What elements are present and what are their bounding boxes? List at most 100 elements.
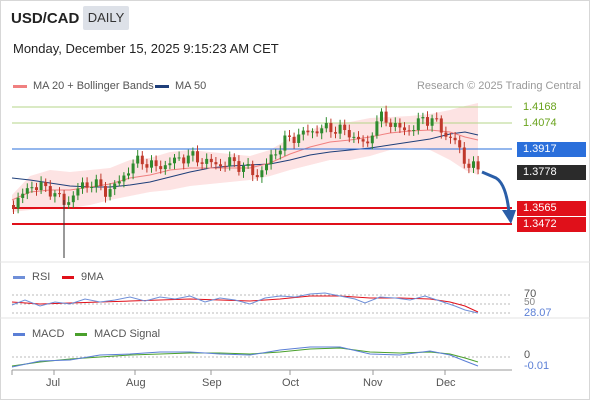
candle-body bbox=[278, 150, 282, 155]
x-label-aug: Aug bbox=[126, 377, 146, 389]
candle-body bbox=[81, 182, 84, 189]
candle-body bbox=[131, 163, 135, 174]
candle-body bbox=[76, 188, 80, 196]
level-label-4168: 1.4168 bbox=[523, 101, 557, 113]
candle-body bbox=[58, 193, 61, 195]
candle-body bbox=[265, 164, 268, 171]
macd-value-label: -0.01 bbox=[524, 360, 550, 372]
candle-body bbox=[260, 170, 264, 178]
candle-body bbox=[25, 188, 29, 194]
macd-zero-label: 0 bbox=[524, 349, 531, 361]
candle-body bbox=[421, 117, 425, 119]
candle-body bbox=[168, 163, 172, 166]
candle-body bbox=[140, 155, 144, 165]
candle-body bbox=[232, 157, 236, 162]
candle-body bbox=[338, 124, 342, 134]
candle-body bbox=[251, 164, 255, 176]
candle-body bbox=[191, 151, 195, 156]
candle-body bbox=[398, 123, 402, 128]
candle-body bbox=[347, 130, 351, 138]
candle-body bbox=[407, 130, 411, 132]
period-button[interactable]: DAILY bbox=[83, 6, 129, 30]
candle-body bbox=[416, 118, 420, 131]
candle-body bbox=[255, 175, 259, 178]
chart-header: USD/CAD DAILY bbox=[0, 0, 590, 36]
candle-body bbox=[449, 136, 452, 138]
candle-body bbox=[122, 175, 126, 182]
candle-body bbox=[186, 155, 190, 164]
x-label-jul: Jul bbox=[46, 377, 61, 389]
candle-body bbox=[439, 118, 443, 133]
candle-body bbox=[242, 165, 245, 172]
candle-body bbox=[104, 186, 107, 197]
candle-body bbox=[389, 122, 393, 127]
candle-body bbox=[366, 141, 370, 144]
candle-body bbox=[214, 162, 218, 165]
candle-body bbox=[228, 157, 232, 167]
legend-macd-signal-label: MACD Signal bbox=[94, 328, 161, 340]
candle-body bbox=[182, 157, 186, 164]
legend-bollinger-label: MA 20 + Bollinger Bands bbox=[33, 80, 154, 92]
candle-body bbox=[324, 122, 328, 129]
candle-body bbox=[108, 189, 112, 197]
candle-body bbox=[426, 117, 429, 126]
candle-body bbox=[136, 155, 140, 164]
legend-ma50[interactable]: MA 50 bbox=[155, 80, 206, 92]
rsi-level-70-label: 70 bbox=[524, 288, 537, 300]
candle-body bbox=[154, 160, 158, 167]
candle-body bbox=[352, 136, 356, 138]
candle-body bbox=[288, 135, 291, 137]
rsi-swatch-icon bbox=[13, 275, 25, 279]
datetime-label: Monday, December 15, 2025 9:15:23 AM CET bbox=[13, 41, 279, 56]
x-label-sep: Sep bbox=[202, 377, 222, 389]
legend-rsi-ma[interactable]: 9MA bbox=[62, 271, 104, 283]
candle-body bbox=[71, 195, 75, 203]
candle-body bbox=[205, 158, 209, 164]
legend-macd[interactable]: MACD bbox=[13, 328, 64, 340]
candle-body bbox=[21, 193, 25, 198]
rsi-value-label: 28.07 bbox=[524, 307, 552, 319]
level-label-4074: 1.4074 bbox=[523, 117, 557, 129]
symbol-title: USD/CAD bbox=[11, 10, 80, 27]
candle-body bbox=[173, 157, 176, 164]
candle-body bbox=[177, 157, 181, 159]
candle-body bbox=[320, 128, 324, 134]
candle-body bbox=[361, 139, 365, 142]
candle-body bbox=[99, 179, 103, 187]
candle-body bbox=[467, 163, 471, 168]
candle-body bbox=[357, 136, 360, 140]
candle-body bbox=[462, 147, 466, 164]
legend-ma50-label: MA 50 bbox=[175, 80, 207, 92]
candle-body bbox=[430, 118, 434, 126]
x-axis-ticks bbox=[11, 370, 446, 375]
candle-body bbox=[453, 137, 457, 141]
candle-body bbox=[476, 161, 480, 170]
candle-body bbox=[159, 166, 163, 170]
rsi-line bbox=[11, 292, 479, 314]
rsi-ma-line bbox=[11, 295, 479, 313]
candle-body bbox=[39, 182, 43, 190]
candle-body bbox=[237, 161, 241, 172]
candle-body bbox=[150, 160, 153, 168]
bollinger-band bbox=[12, 103, 478, 212]
candle-body bbox=[380, 111, 383, 122]
legend-macd-signal[interactable]: MACD Signal bbox=[75, 328, 160, 340]
candle-body bbox=[145, 164, 149, 168]
candle-body bbox=[370, 135, 374, 144]
candle-body bbox=[412, 130, 416, 132]
legend-rsi[interactable]: RSI bbox=[13, 271, 50, 283]
legend-rsi-ma-label: 9MA bbox=[81, 271, 104, 283]
projection-arrow-icon bbox=[481, 170, 516, 224]
candle-body bbox=[16, 197, 20, 209]
legend-bollinger[interactable]: MA 20 + Bollinger Bands bbox=[13, 80, 154, 92]
macd-signal-swatch-icon bbox=[75, 332, 87, 336]
candle-body bbox=[444, 132, 448, 137]
candlestick-series bbox=[12, 105, 480, 258]
candle-body bbox=[472, 161, 475, 168]
candle-body bbox=[223, 166, 227, 168]
candle-body bbox=[209, 158, 213, 163]
candle-body bbox=[85, 182, 89, 188]
candle-body bbox=[163, 165, 167, 170]
candle-body bbox=[435, 118, 439, 120]
